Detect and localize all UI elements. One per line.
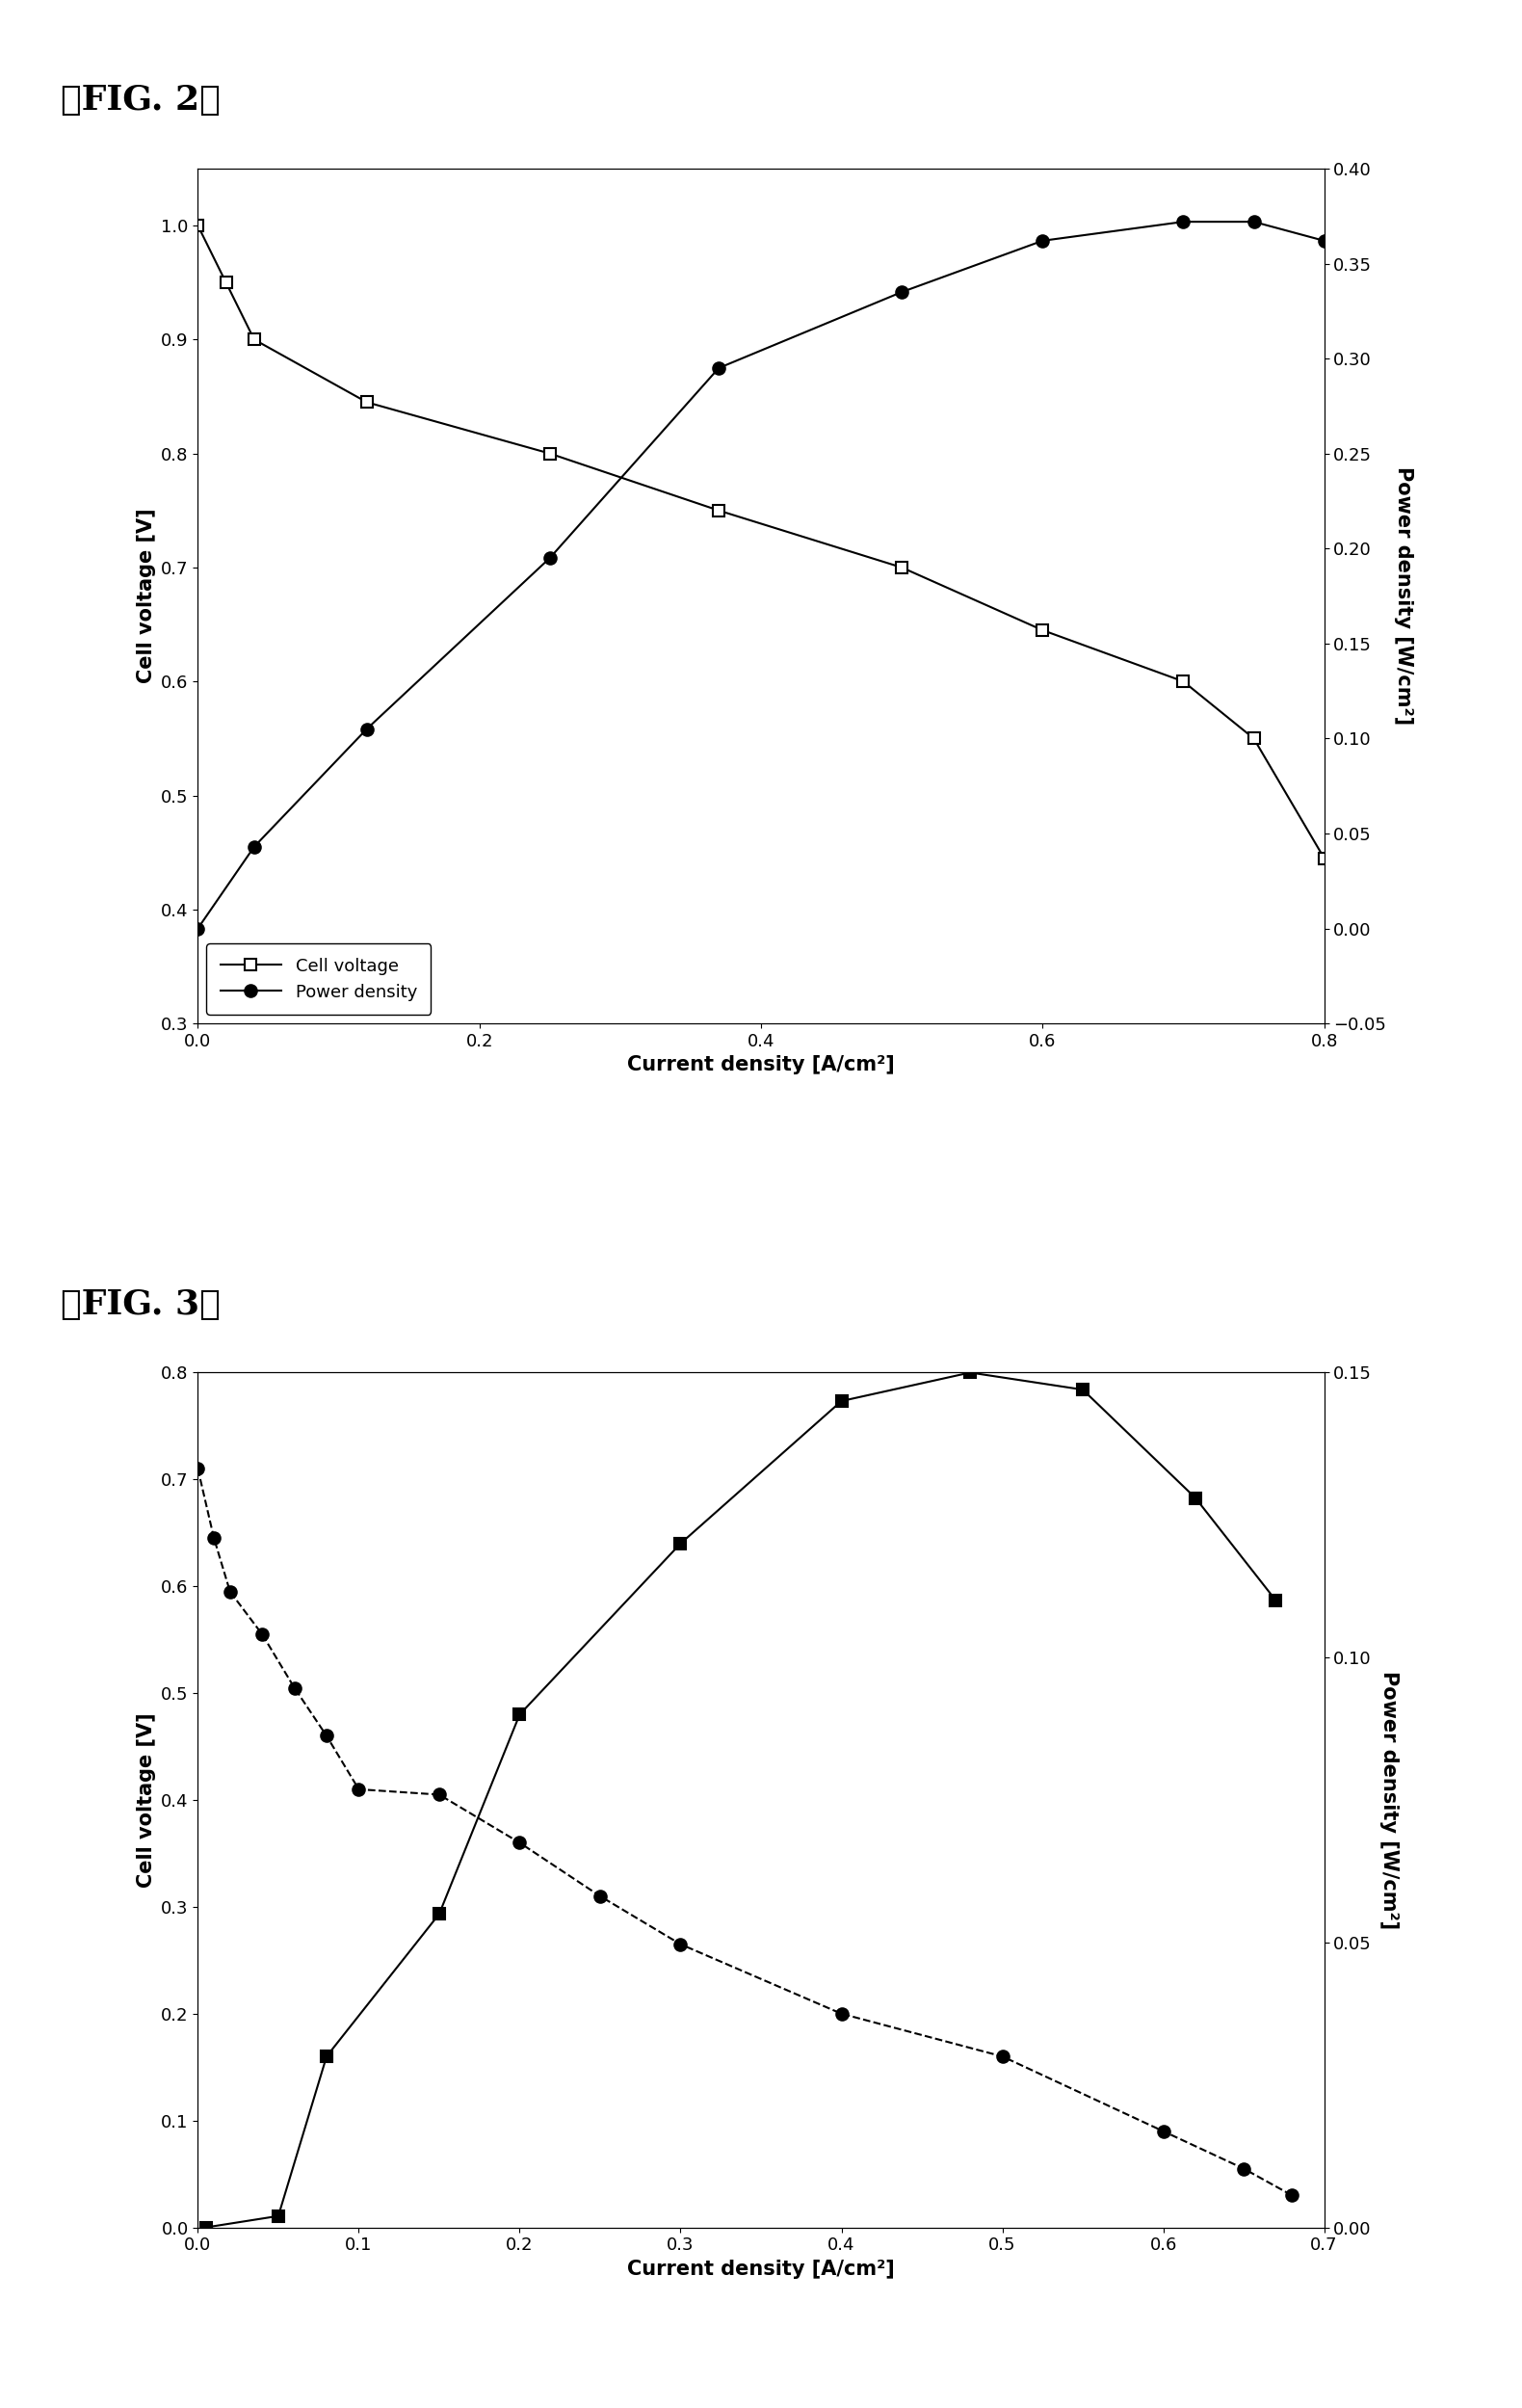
Power density [1173,207,1192,236]
Power density [1315,226,1333,255]
Cell voltage [245,325,263,354]
X-axis label: Current density [A/cm²]: Current density [A/cm²] [627,1055,895,1074]
Power density [1033,226,1052,255]
Cell voltage [709,496,728,525]
Line: Power density: Power density [192,217,1330,934]
Power density [1245,207,1263,236]
Power density [245,833,263,862]
Power density [540,544,559,573]
Power density [892,277,910,306]
Cell voltage [189,212,207,241]
Power density [709,354,728,383]
Y-axis label: Cell voltage [V]: Cell voltage [V] [137,1712,155,1888]
Power density [358,715,376,744]
Y-axis label: Cell voltage [V]: Cell voltage [V] [137,508,155,684]
Line: Cell voltage: Cell voltage [192,219,1330,864]
Cell voltage [1033,616,1052,645]
Cell voltage [892,554,910,583]
Y-axis label: Power density [W/cm²]: Power density [W/cm²] [1379,1671,1399,1929]
Cell voltage [540,438,559,467]
Legend: Cell voltage, Power density: Cell voltage, Power density [207,944,431,1014]
Cell voltage [1173,667,1192,696]
Cell voltage [216,267,234,296]
Y-axis label: Power density [W/cm²]: Power density [W/cm²] [1394,467,1412,725]
Cell voltage [358,388,376,417]
Text: 【FIG. 3】: 【FIG. 3】 [61,1288,221,1322]
Text: 【FIG. 2】: 【FIG. 2】 [61,84,221,118]
Cell voltage [1315,843,1333,872]
Cell voltage [1245,725,1263,754]
Power density [189,915,207,944]
X-axis label: Current density [A/cm²]: Current density [A/cm²] [627,2259,895,2278]
